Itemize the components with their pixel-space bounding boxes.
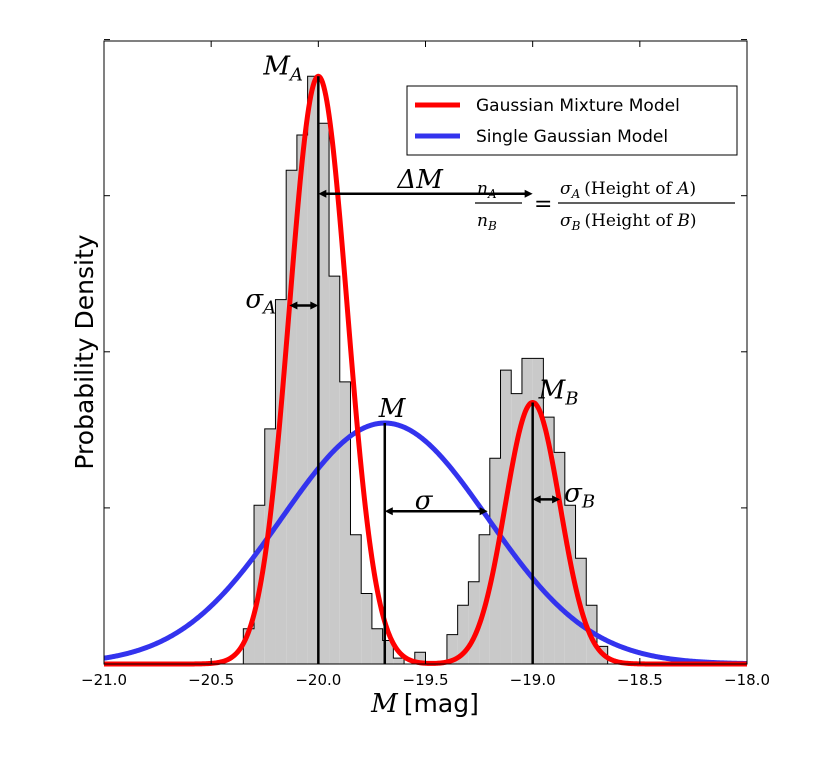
histogram-bar — [564, 505, 576, 664]
x-tick-label: −20.0 — [295, 671, 341, 689]
label-MB: MB — [538, 375, 579, 409]
x-tick-label: −21.0 — [81, 671, 127, 689]
histogram-outline — [242, 75, 619, 665]
delta-M-arrow — [318, 189, 533, 198]
label-sigma: σ — [415, 486, 434, 516]
arrow-head-right — [552, 495, 561, 504]
label-sigma-symbol: σ — [415, 486, 434, 516]
histogram-bar — [264, 428, 276, 664]
histogram-bar — [350, 534, 362, 664]
single-gaussian-curve — [102, 420, 749, 667]
label-M-symbol: M — [378, 394, 407, 424]
histogram-bar — [393, 658, 405, 664]
histogram-bar — [307, 76, 319, 664]
histogram-bar — [543, 417, 555, 664]
label-sigma-B: σB — [564, 478, 595, 512]
sigma-arrow — [384, 507, 488, 516]
label-sigma-B-symbol: σ — [564, 478, 583, 508]
label-sigma-A-symbol: σ — [245, 284, 264, 314]
histogram-bar — [511, 393, 522, 664]
label-delta-M: ΔM — [397, 165, 445, 195]
x-tick-label: −20.5 — [188, 671, 234, 689]
label-MA-subscript: A — [288, 64, 303, 85]
arrow-head-left — [289, 301, 298, 310]
histogram-bar — [468, 581, 480, 664]
histogram-bar — [414, 652, 426, 664]
arrow-head-left — [384, 507, 393, 516]
histogram-bar — [500, 370, 512, 664]
label-sigma-A: σA — [245, 284, 276, 318]
histogram-bar — [382, 640, 394, 664]
label-MA: MA — [262, 51, 303, 85]
legend: Gaussian Mixture Model Single Gaussian M… — [406, 85, 738, 156]
y-axis-ticks — [104, 39, 747, 509]
label-MB-symbol: M — [538, 375, 567, 405]
arrow-head-right — [310, 301, 319, 310]
histogram-bar — [446, 634, 458, 664]
label-sigma-A-subscript: A — [261, 297, 276, 318]
histogram-bar — [521, 358, 533, 664]
histogram-bar — [329, 276, 340, 664]
arrow-head-left — [318, 189, 327, 198]
histogram-bar — [554, 452, 565, 664]
arrow-head-left — [532, 495, 541, 504]
histogram-bar — [296, 135, 308, 665]
arrow-head-right — [479, 507, 488, 516]
histogram-bar — [361, 593, 372, 664]
x-tick-label: −19.5 — [403, 671, 449, 689]
arrow-head-right — [524, 189, 533, 198]
x-tick-label: −19.0 — [510, 671, 556, 689]
y-axis-label: Probability Density — [70, 234, 99, 469]
formula-equals: = — [534, 192, 552, 217]
histogram-bar — [318, 123, 330, 664]
formula-lhs-denominator: nB — [477, 211, 497, 233]
formula-rhs-numerator: σA (Height of A) — [560, 179, 696, 201]
legend-box — [406, 85, 738, 156]
x-tick-label: −18.0 — [724, 671, 770, 689]
sigma-B-arrow — [532, 495, 561, 504]
histogram-bar — [243, 628, 255, 664]
label-sigma-B-subscript: B — [581, 491, 595, 512]
x-axis-label: M [mag] — [370, 689, 479, 719]
histogram-bar — [457, 605, 469, 664]
histogram-bar — [339, 381, 351, 664]
sigma-A-arrow — [289, 301, 319, 310]
label-M: M — [378, 394, 407, 424]
histogram-bar — [275, 299, 287, 664]
formula-rhs-denominator: σB (Height of B) — [560, 211, 697, 233]
histogram-bar — [286, 170, 297, 664]
histogram-bar — [532, 358, 544, 664]
ratio-formula: nA nB = σA (Height of A) σB (Height of B) — [475, 179, 735, 233]
label-delta-M-symbol: ΔM — [397, 165, 445, 195]
label-MB-subscript: B — [564, 388, 578, 409]
formula-lhs-numerator: nA — [477, 179, 497, 201]
legend-label-gaussian-mixture: Gaussian Mixture Model — [476, 96, 680, 116]
x-tick-label: −18.5 — [617, 671, 663, 689]
histogram-bar — [371, 628, 383, 664]
x-axis-ticks: −21.0 −20.5 −20.0 −19.5 −19.0 −18.5 −18.0 — [81, 41, 770, 689]
label-MA-symbol: M — [262, 51, 291, 81]
legend-label-single-gaussian: Single Gaussian Model — [476, 127, 668, 147]
